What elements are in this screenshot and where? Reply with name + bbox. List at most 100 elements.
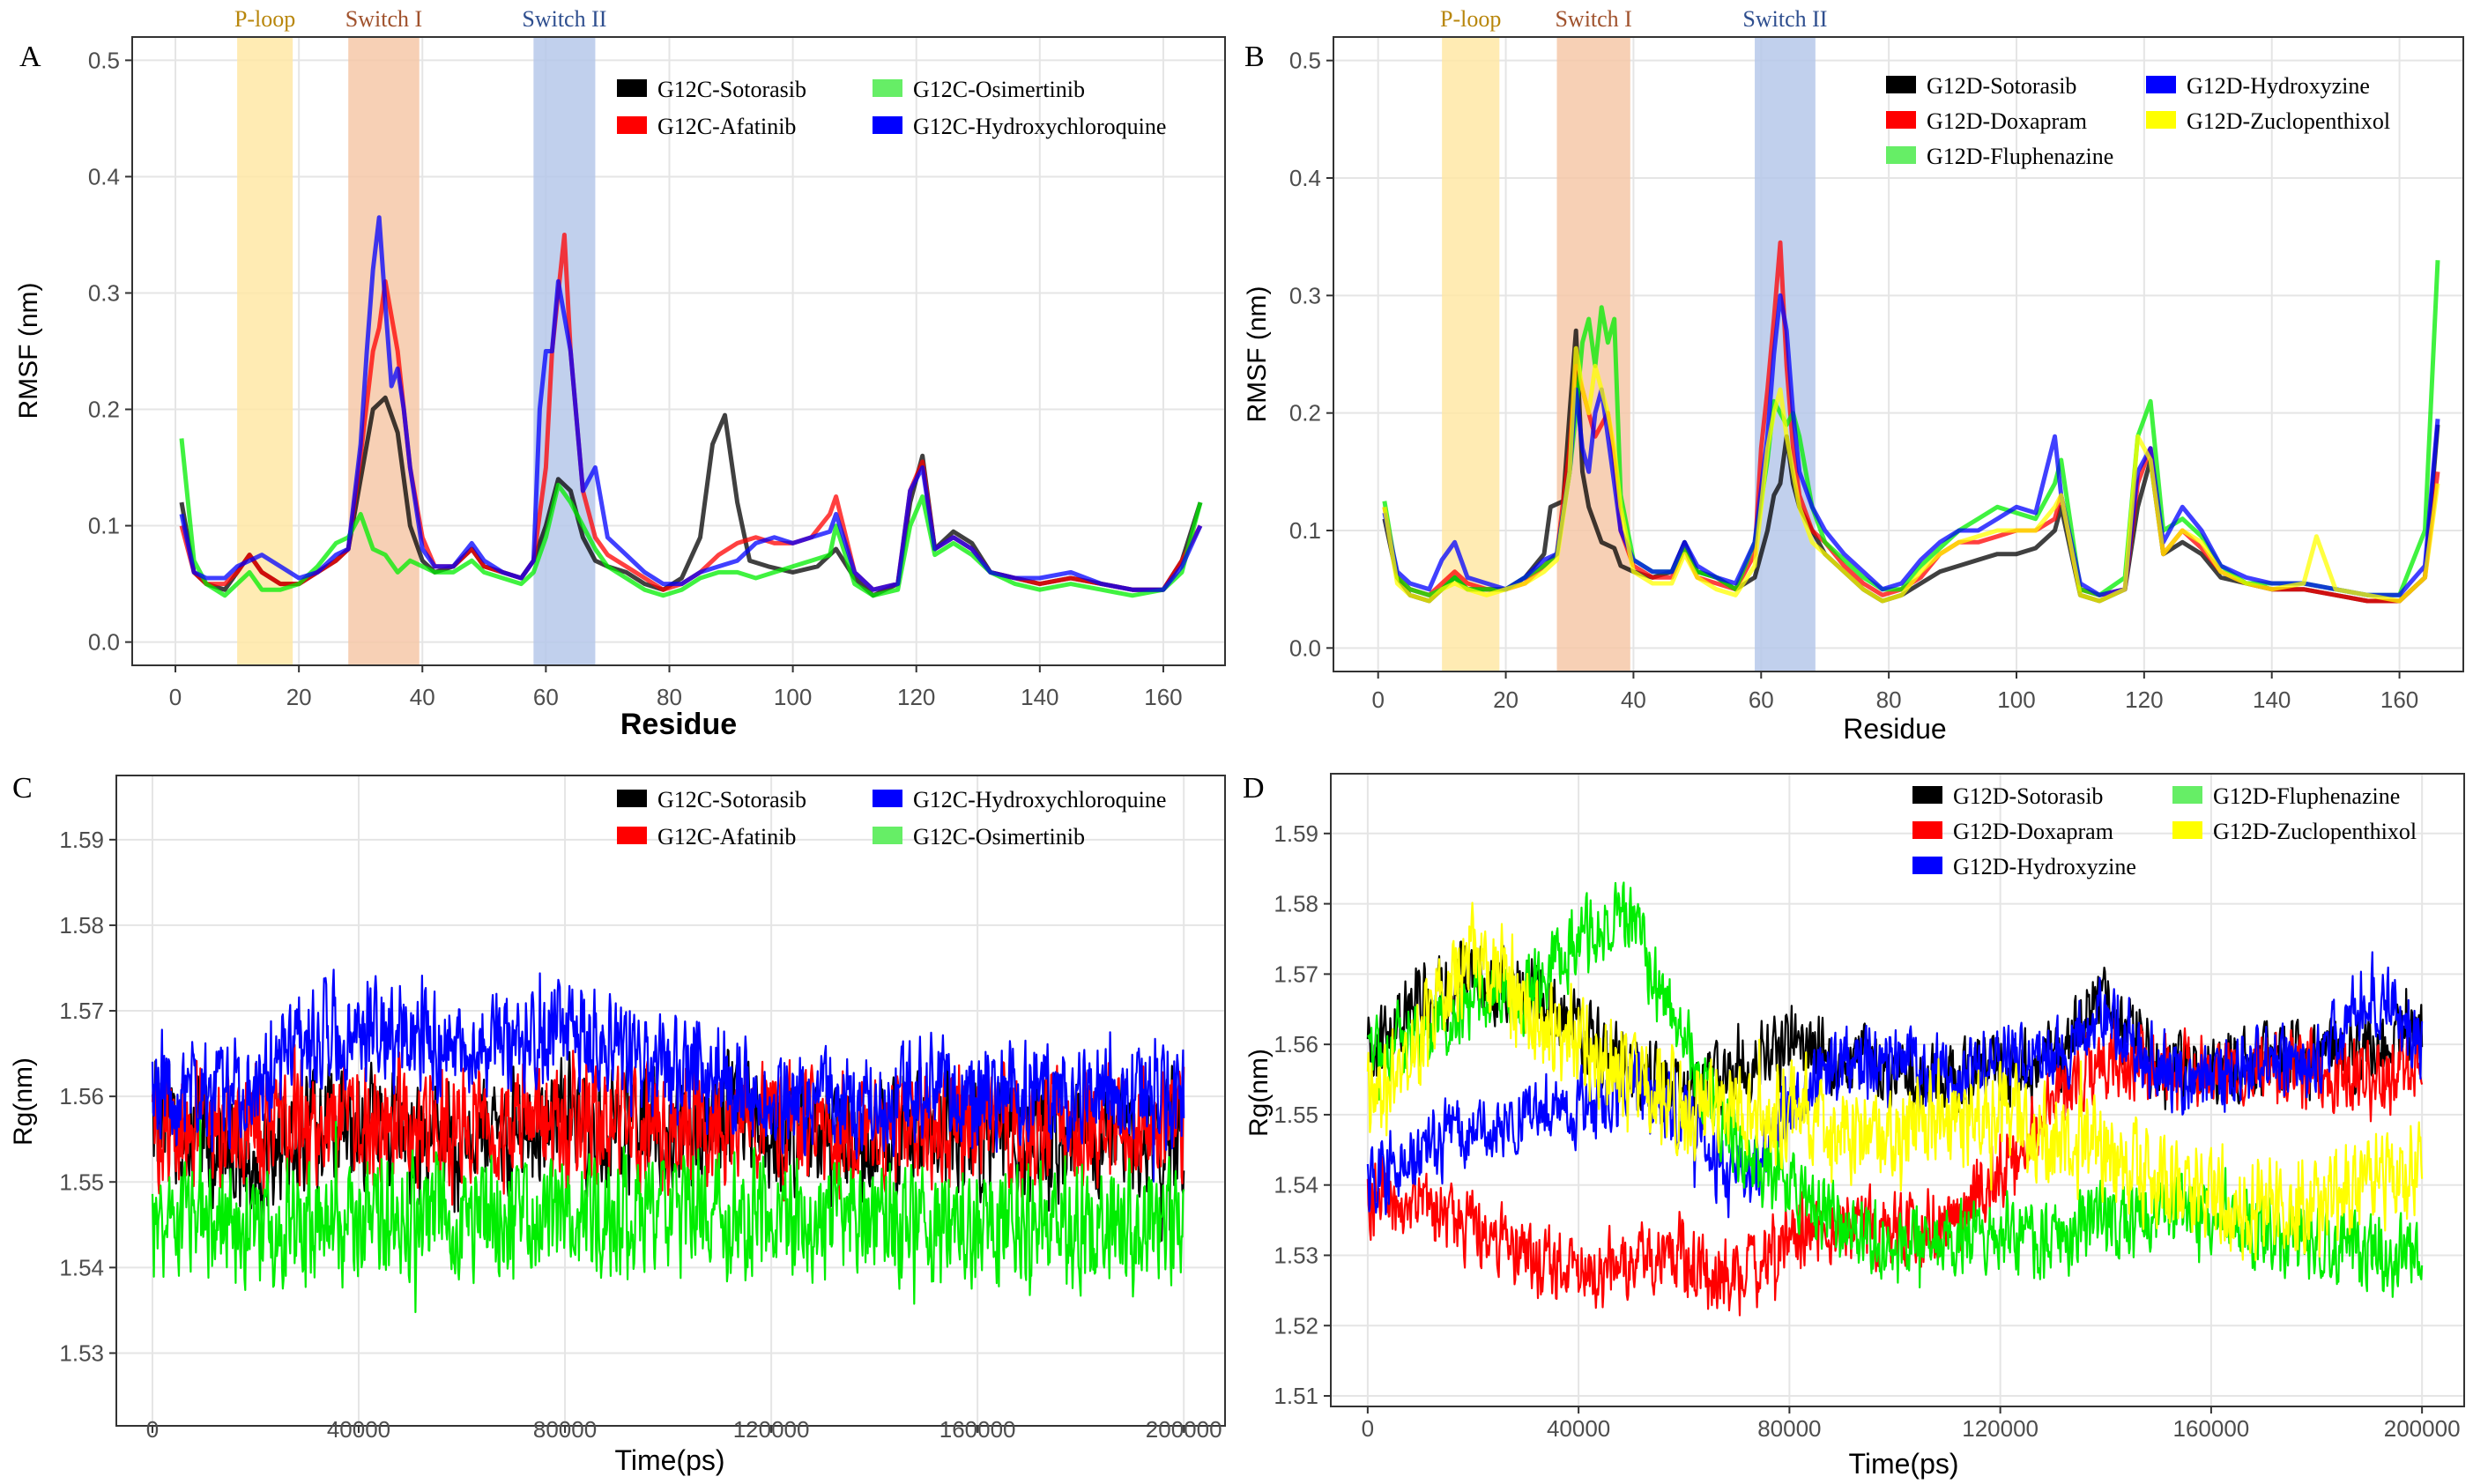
legend-swatch	[617, 79, 647, 97]
x-tick-label: 80	[657, 684, 682, 710]
gridlines	[1331, 774, 2464, 1406]
region-label-switch-i: Switch I	[345, 6, 422, 32]
legend-label: G12D-Sotorasib	[1927, 73, 2076, 99]
x-tick-label: 40	[1621, 686, 1646, 713]
y-tick-label: 0.4	[88, 163, 120, 189]
x-tick-label: 0	[146, 1416, 159, 1443]
x-tick-label: 200000	[2384, 1415, 2461, 1442]
series-line-g12c-hydroxychloroquine	[179, 215, 1203, 592]
legend-label: G12C-Sotorasib	[657, 787, 806, 812]
x-tick-label: 120000	[1962, 1415, 2039, 1442]
chart-panel-d: 0 40000 80000 120000 160000 200000 1.51 1.52 1.5…	[1243, 772, 2465, 1480]
x-tick-label: 100	[774, 684, 812, 710]
legend-swatch	[873, 79, 902, 97]
y-axis-label: Rg(nm)	[1244, 1049, 1274, 1137]
x-tick-label: 40	[410, 684, 435, 710]
y-tick-label: 0.2	[88, 397, 120, 423]
legend-swatch	[873, 827, 902, 844]
legend-swatch	[1886, 146, 1916, 164]
series-line-g12c-sotorasib	[179, 395, 1203, 598]
x-tick-label: 120000	[733, 1416, 810, 1443]
y-tick-label: 1.57	[1274, 961, 1318, 987]
y-tick-label: 1.58	[59, 912, 104, 939]
x-tick-label: 160	[2380, 686, 2418, 713]
region-label-p-loop: P-loop	[1440, 6, 1501, 32]
x-tick-label: 60	[533, 684, 559, 710]
series-line-g12d-doxapram	[1366, 1017, 2424, 1317]
y-tick-label: 0.5	[88, 47, 120, 73]
legend-label: G12C-Hydroxychloroquine	[913, 787, 1166, 812]
y-tick-label: 1.51	[1274, 1383, 1318, 1409]
y-tick-label: 1.55	[59, 1169, 104, 1195]
legend-swatch	[1912, 857, 1942, 874]
legend-label: G12D-Hydroxyzine	[2187, 73, 2370, 99]
y-tick-label: 1.54	[59, 1254, 104, 1280]
x-tick-label: 0	[1371, 686, 1384, 713]
y-tick-label: 0.4	[1289, 165, 1321, 191]
x-axis-label: Residue	[1843, 713, 1946, 745]
x-tick-label: 200000	[1146, 1416, 1222, 1443]
x-tick-label: 0	[1362, 1415, 1374, 1442]
y-tick-label: 1.57	[59, 998, 104, 1024]
region-band-p-loop	[1442, 37, 1500, 672]
legend: G12C-Sotorasib G12C-Afatinib G12C-Hydroxyc…	[617, 787, 1166, 850]
x-tick-label: 160000	[2173, 1415, 2250, 1442]
legend-label: G12C-Osimertinib	[913, 824, 1085, 850]
y-tick-label: 0.3	[1289, 282, 1321, 308]
panel-letter: A	[19, 41, 41, 73]
x-tick-label: 20	[1493, 686, 1519, 713]
legend-label: G12D-Doxapram	[1927, 108, 2087, 134]
y-tick-label: 1.54	[1274, 1172, 1318, 1198]
y-tick-label: 0.5	[1289, 48, 1321, 74]
legend-swatch	[1886, 111, 1916, 129]
x-tick-label: 100	[1997, 686, 2035, 713]
y-axis-label: RMSF (nm)	[14, 283, 43, 419]
series-line-g12d-zuclopenthixol	[1366, 902, 2424, 1262]
x-tick-label: 160000	[939, 1416, 1016, 1443]
x-axis-label: Time(ps)	[1848, 1448, 1958, 1480]
x-tick-label: 140	[2253, 686, 2291, 713]
series-group	[151, 968, 1185, 1314]
x-tick-label: 20	[286, 684, 312, 710]
legend-label: G12D-Sotorasib	[1953, 783, 2103, 809]
legend-label: G12C-Osimertinib	[913, 77, 1085, 102]
x-tick-label: 60	[1749, 686, 1774, 713]
legend-swatch	[2172, 821, 2202, 839]
legend-swatch	[617, 116, 647, 134]
y-tick-label: 0.0	[88, 629, 120, 656]
series-line-g12d-fluphenazine	[1382, 260, 2440, 597]
region-band-switch-ii	[533, 37, 596, 665]
legend-swatch	[1886, 76, 1916, 93]
legend: G12D-Sotorasib G12D-Doxapram G12D-Hydroxyz…	[1912, 783, 2417, 879]
legend-swatch	[873, 116, 902, 134]
legend-swatch	[873, 790, 902, 807]
y-tick-label: 1.56	[1274, 1031, 1318, 1057]
chart-panel-a: P-loop Switch I Switch II 0 20 40 60 80 100 120 14…	[14, 6, 1226, 741]
series-group	[1382, 240, 2440, 604]
y-tick-label: 1.55	[1274, 1102, 1318, 1128]
legend: G12C-Sotorasib G12C-Afatinib G12C-Osimerti…	[617, 77, 1166, 139]
legend-label: G12D-Fluphenazine	[1927, 144, 2113, 169]
y-tick-label: 1.52	[1274, 1312, 1318, 1339]
legend-swatch	[1912, 821, 1942, 839]
legend-label: G12D-Fluphenazine	[2213, 783, 2400, 809]
legend-label: G12C-Afatinib	[657, 114, 796, 139]
y-tick-label: 0.2	[1289, 400, 1321, 427]
y-axis-label: RMSF (nm)	[1243, 286, 1272, 423]
series-line-g12d-fluphenazine	[1367, 881, 2424, 1298]
series-line-g12c-osimertinib	[179, 438, 1203, 598]
series-group	[1366, 881, 2424, 1317]
x-tick-label: 40000	[1547, 1415, 1610, 1442]
legend: G12D-Sotorasib G12D-Doxapram G12D-Fluphena…	[1886, 73, 2390, 169]
y-tick-label: 0.1	[88, 513, 120, 539]
y-tick-label: 0.1	[1289, 517, 1321, 544]
chart-panel-b: P-loop Switch I Switch II 0 20 40 60 80 100 120 14…	[1243, 6, 2464, 745]
region-label-switch-ii: Switch II	[1742, 6, 1827, 32]
x-axis-label: Time(ps)	[614, 1444, 724, 1476]
y-tick-label: 1.53	[59, 1339, 104, 1366]
region-label-switch-ii: Switch II	[522, 6, 606, 32]
plot-frame	[1330, 773, 2465, 1407]
region-label-p-loop: P-loop	[234, 6, 295, 32]
gridlines	[132, 37, 1225, 665]
